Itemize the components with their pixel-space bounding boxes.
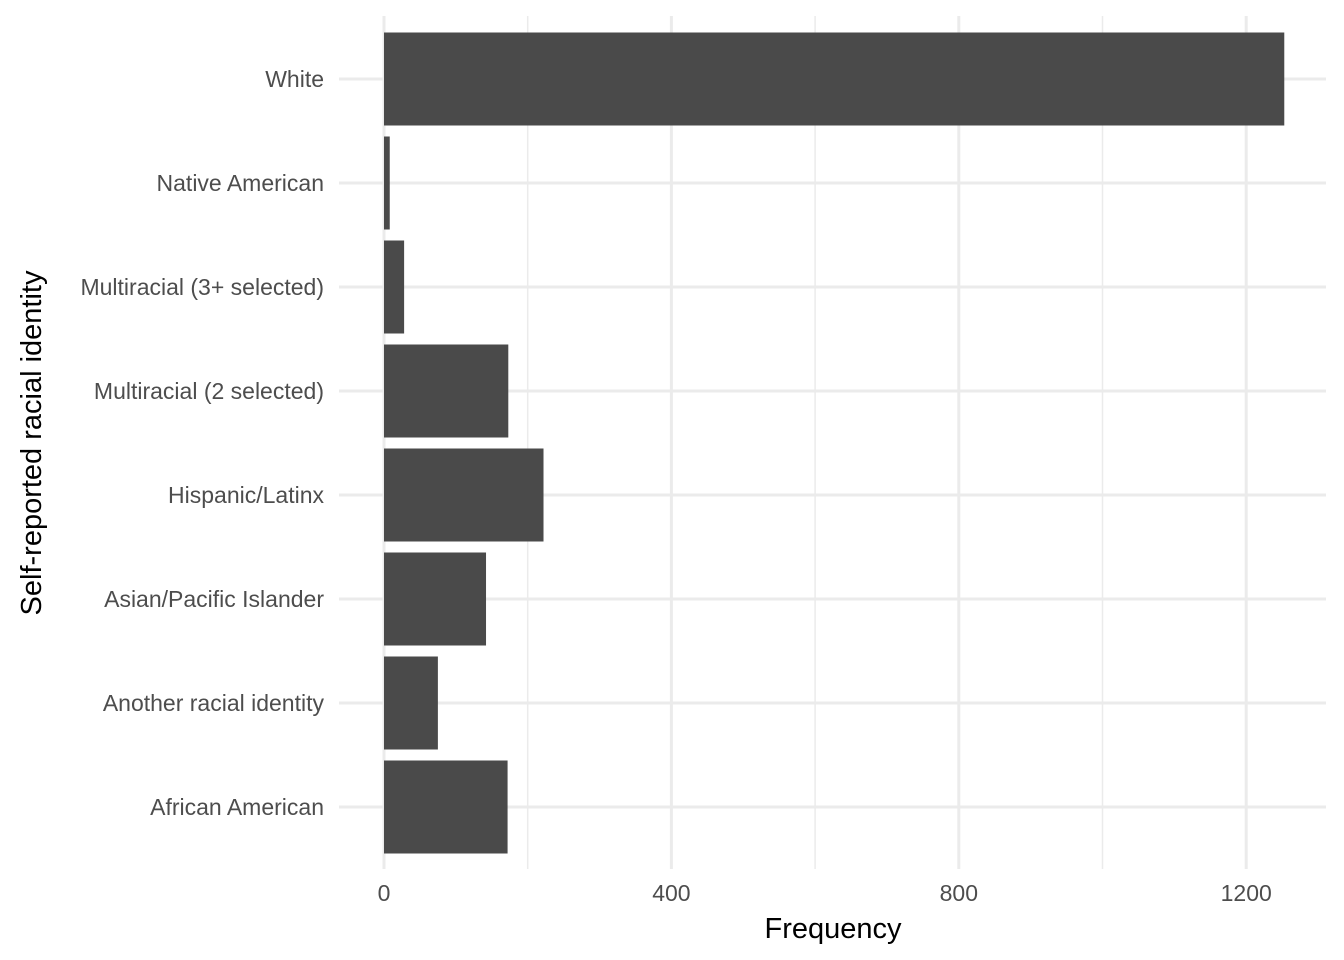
y-tick-label: Multiracial (3+ selected) xyxy=(80,274,324,300)
y-tick-label: Asian/Pacific Islander xyxy=(104,586,324,612)
y-tick-label: White xyxy=(265,66,324,92)
bar xyxy=(384,32,1285,126)
x-tick-labels: 0 400 800 1200 xyxy=(378,880,1272,906)
bar xyxy=(384,760,508,854)
x-tick-label: 400 xyxy=(652,880,690,906)
x-tick-label: 0 xyxy=(378,880,391,906)
bar xyxy=(384,448,544,542)
y-tick-label: Native American xyxy=(157,170,324,196)
y-tick-labels: African American Another racial identity A… xyxy=(80,66,324,820)
bar xyxy=(384,552,487,646)
x-tick-label: 800 xyxy=(940,880,978,906)
bar-layer xyxy=(384,32,1285,854)
bar xyxy=(384,240,405,334)
y-tick-label: Multiracial (2 selected) xyxy=(94,378,324,404)
y-tick-label: Hispanic/Latinx xyxy=(168,482,324,508)
y-axis-title: Self-reported racial identity xyxy=(16,270,48,615)
y-tick-label: African American xyxy=(150,794,324,820)
y-tick-label: Another racial identity xyxy=(103,690,325,716)
x-axis-title: Frequency xyxy=(764,913,902,945)
bar xyxy=(384,344,509,438)
x-tick-label: 1200 xyxy=(1221,880,1272,906)
bar xyxy=(384,656,438,750)
bar xyxy=(384,136,390,230)
grid-layer xyxy=(339,16,1326,869)
